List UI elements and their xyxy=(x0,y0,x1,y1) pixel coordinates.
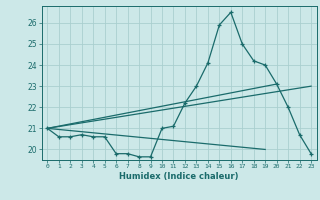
X-axis label: Humidex (Indice chaleur): Humidex (Indice chaleur) xyxy=(119,172,239,181)
